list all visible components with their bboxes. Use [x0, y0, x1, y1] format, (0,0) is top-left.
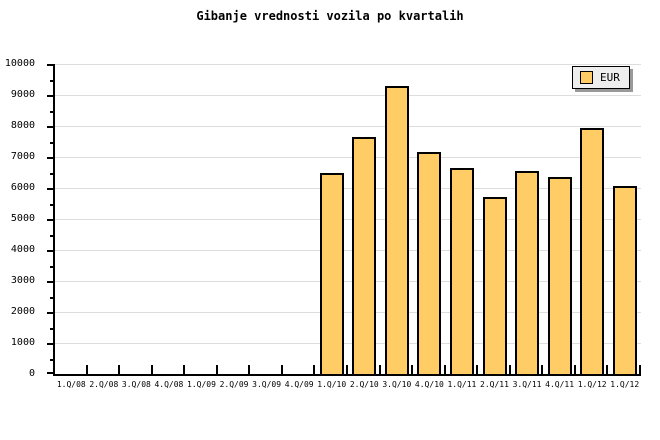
x-tick-label: 1.Q/09	[187, 380, 216, 389]
y-axis-minor-tick	[50, 234, 53, 237]
y-tick-label: 7000	[10, 151, 35, 162]
y-tick-label: 8000	[10, 120, 35, 131]
x-tick-label: 3.Q/09	[252, 380, 282, 389]
x-tick-label: 4.Q/10	[414, 380, 444, 389]
x-tick-label: 3.Q/08	[121, 380, 151, 389]
y-axis-major-tick	[47, 343, 53, 345]
x-axis-tick	[85, 365, 88, 374]
gridline	[55, 281, 641, 282]
gridline	[55, 95, 641, 96]
x-axis-tick	[541, 365, 544, 374]
gridline	[55, 312, 641, 313]
y-tick-label: 6000	[10, 182, 35, 193]
x-axis-tick	[573, 365, 576, 374]
y-axis-major-tick	[47, 188, 53, 190]
y-axis-major-tick	[47, 64, 53, 66]
y-axis-major-tick	[47, 157, 53, 159]
y-axis-major-tick	[47, 372, 53, 374]
x-axis-tick	[280, 365, 283, 374]
gridline	[55, 126, 641, 127]
bar	[417, 152, 442, 374]
y-axis-major-tick	[47, 95, 53, 97]
x-tick-label: 2.Q/10	[349, 380, 379, 389]
x-tick-label: 3.Q/10	[382, 380, 412, 389]
y-axis-minor-tick	[50, 327, 53, 330]
x-axis-tick	[639, 365, 641, 374]
gridline	[55, 157, 641, 158]
x-axis-tick	[378, 365, 381, 374]
x-tick-label: 4.Q/08	[154, 380, 184, 389]
legend: EUR	[572, 66, 630, 89]
chart-title: Gibanje vrednosti vozila po kvartalih	[196, 9, 464, 23]
bar	[580, 127, 605, 374]
x-tick-label: 1.Q/08	[56, 380, 86, 389]
y-tick-label: 4000	[10, 244, 35, 255]
x-tick-label: 1.Q/11	[447, 380, 477, 389]
legend-label: EUR	[600, 71, 620, 84]
x-axis-tick	[443, 365, 446, 374]
x-axis-tick	[118, 365, 121, 374]
y-axis-minor-tick	[50, 172, 53, 175]
y-axis-major-tick	[47, 126, 53, 128]
y-tick-label: 9000	[10, 89, 35, 100]
gridline	[55, 250, 641, 251]
y-axis-minor-tick	[50, 265, 53, 268]
bar	[515, 170, 540, 374]
y-tick-label: 10000	[4, 58, 35, 69]
bar	[384, 85, 409, 374]
gridline	[55, 219, 641, 220]
x-tick-label: 3.Q/11	[512, 380, 542, 389]
y-axis-minor-tick	[50, 296, 53, 299]
y-tick-label: 2000	[10, 306, 35, 317]
x-tick-label: 1.Q/10	[317, 380, 347, 389]
bar	[319, 172, 344, 374]
gridline	[55, 64, 641, 65]
y-axis-minor-tick	[50, 141, 53, 144]
x-tick-label: 4.Q/09	[284, 380, 314, 389]
bar	[482, 197, 507, 374]
gridline	[55, 343, 641, 344]
x-tick-label: 1.Q/12	[610, 380, 640, 389]
y-axis-major-tick	[47, 219, 53, 221]
x-tick-label: 4.Q/11	[545, 380, 575, 389]
y-axis-major-tick	[47, 250, 53, 252]
y-tick-label: 3000	[10, 275, 35, 286]
x-axis-tick	[508, 365, 511, 374]
x-tick-label: 2.Q/11	[480, 380, 509, 389]
bar	[547, 177, 572, 374]
bar	[352, 136, 377, 374]
x-axis-tick	[215, 365, 218, 374]
bar	[612, 186, 637, 374]
bar	[449, 167, 474, 374]
x-tick-label: 2.Q/08	[89, 380, 119, 389]
y-axis-minor-tick	[50, 358, 53, 361]
y-axis-major-tick	[47, 312, 53, 314]
y-axis-minor-tick	[50, 203, 53, 206]
x-axis-tick	[183, 365, 186, 374]
legend-swatch-icon	[580, 71, 593, 84]
y-axis-major-tick	[47, 281, 53, 283]
x-axis-tick	[606, 365, 609, 374]
x-tick-label: 1.Q/12	[577, 380, 607, 389]
x-axis-tick	[346, 365, 348, 374]
x-axis-tick	[313, 365, 316, 374]
x-axis-tick	[476, 365, 479, 374]
gridline	[55, 188, 641, 189]
x-axis-tick	[150, 365, 153, 374]
y-axis-minor-tick	[50, 79, 53, 82]
plot-area: 0 1000 2000 3000 4000 5000 6000 7000 8000 9000 100…	[5, 59, 641, 389]
y-axis-minor-tick	[50, 110, 53, 113]
x-tick-label: 2.Q/09	[219, 380, 249, 389]
x-axis-tick	[248, 365, 251, 374]
x-axis-tick	[411, 365, 414, 374]
y-tick-label: 5000	[10, 213, 35, 224]
y-tick-label: 0	[28, 368, 35, 379]
y-tick-label: 1000	[10, 337, 35, 348]
